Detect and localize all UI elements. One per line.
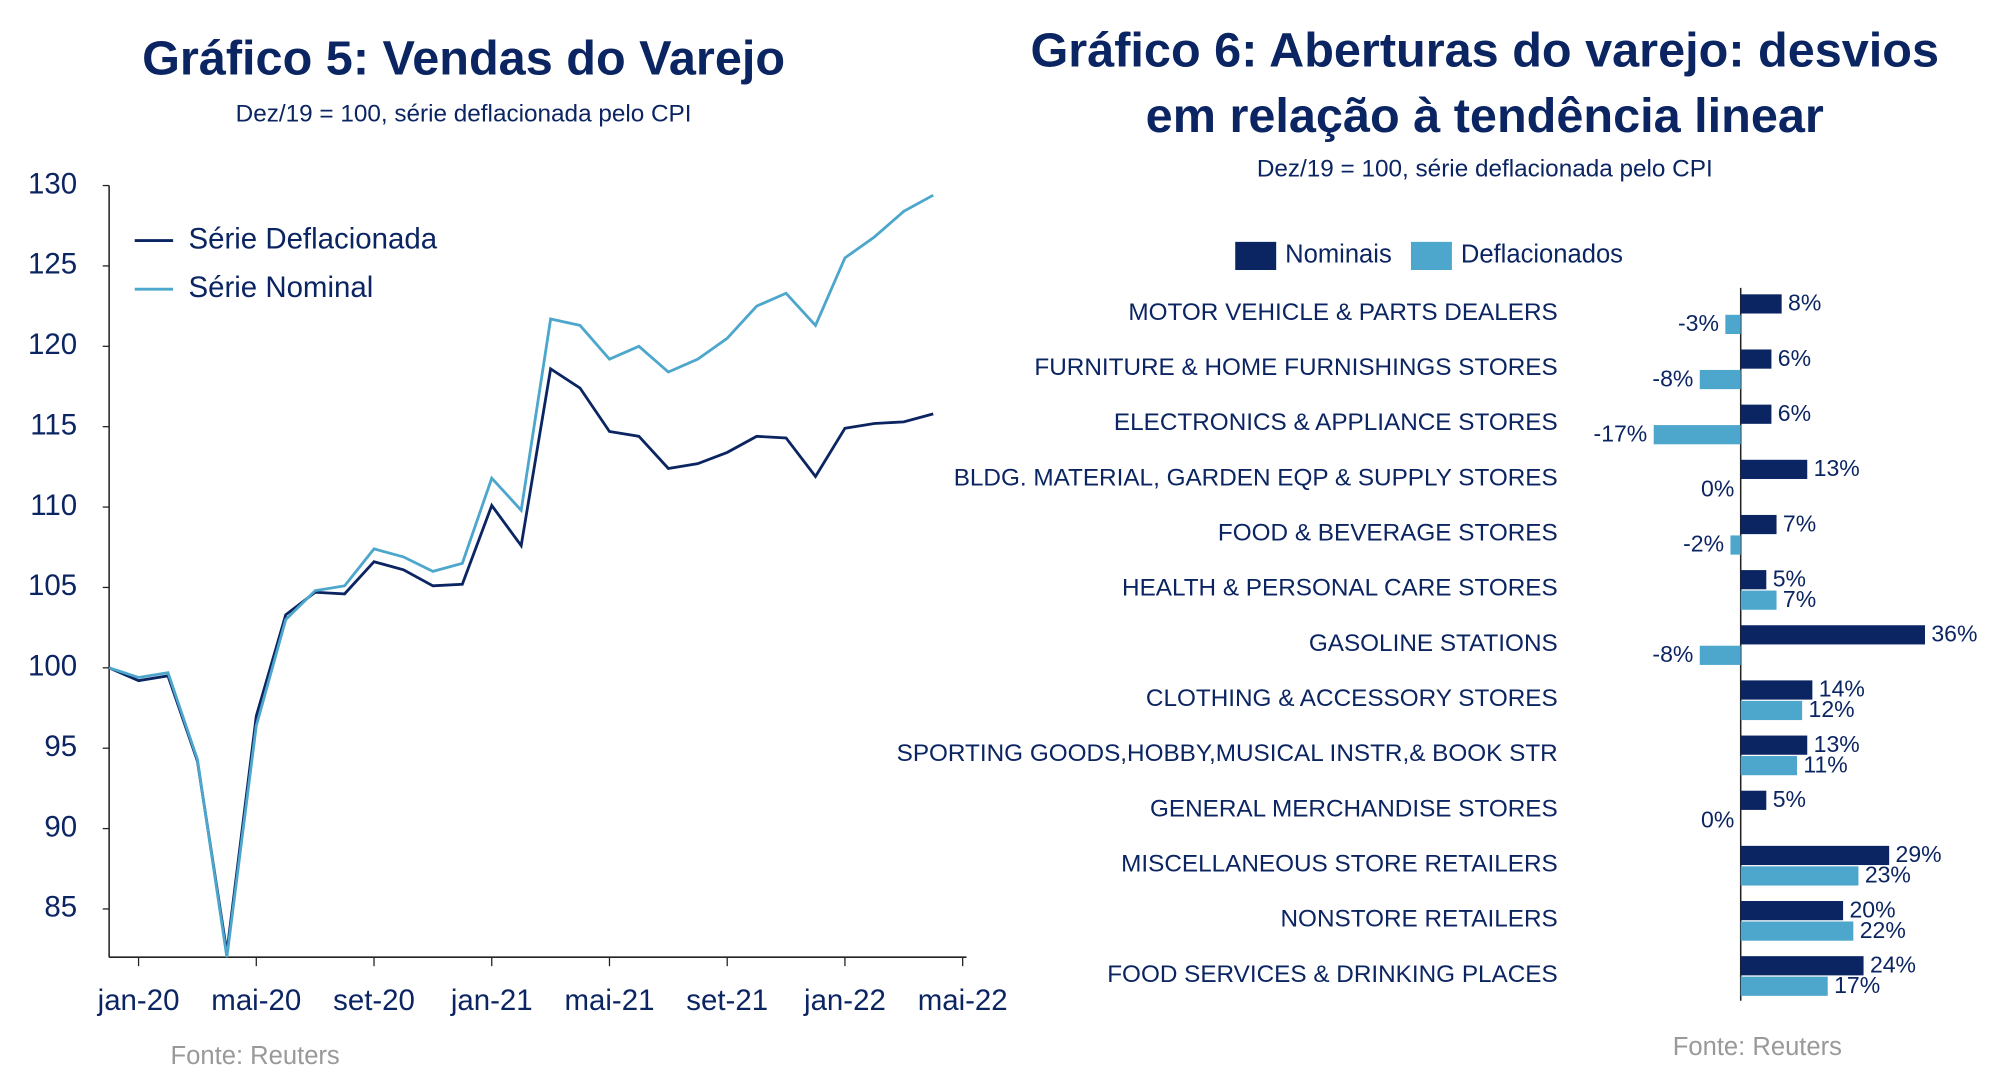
line-series xyxy=(108,193,934,958)
bar xyxy=(1740,590,1777,610)
category-label: FURNITURE & HOME FURNISHINGS STORES xyxy=(1034,354,1557,381)
category-label: SPORTING GOODS,HOBBY,MUSICAL INSTR,& BOO… xyxy=(897,740,1558,767)
category-label: BLDG. MATERIAL, GARDEN EQP & SUPPLY STOR… xyxy=(954,464,1558,491)
x-tick-label: set-21 xyxy=(686,984,768,1017)
value-label: 12% xyxy=(1809,696,1855,722)
value-label: 14% xyxy=(1819,676,1865,702)
bar xyxy=(1725,314,1741,334)
value-label: -8% xyxy=(1652,365,1693,391)
value-label: 6% xyxy=(1778,345,1811,371)
bar xyxy=(1740,570,1767,590)
y-tick-label: 120 xyxy=(28,328,77,361)
x-tick-label: jan-22 xyxy=(803,984,886,1017)
bar xyxy=(1730,535,1741,555)
y-tick-label: 110 xyxy=(30,489,77,522)
value-label: -2% xyxy=(1683,531,1724,557)
bar xyxy=(1653,425,1741,445)
value-label: -17% xyxy=(1594,420,1648,446)
bar xyxy=(1740,294,1782,314)
x-tick-label: jan-21 xyxy=(450,984,533,1017)
y-tick-label: 90 xyxy=(44,810,77,843)
y-tick-label: 95 xyxy=(44,730,77,763)
value-label: -3% xyxy=(1678,310,1719,336)
y-tick-label: 130 xyxy=(28,167,77,200)
bar xyxy=(1740,514,1777,535)
bar xyxy=(1740,680,1813,700)
chart-subtitle: Dez/19 = 100, série deflacionada pelo CP… xyxy=(1257,156,1713,183)
legend-swatch xyxy=(1410,241,1452,271)
y-tick-label: 105 xyxy=(28,569,77,602)
value-label: 20% xyxy=(1849,896,1895,922)
y-tick-label: 85 xyxy=(44,891,77,924)
bar xyxy=(1740,404,1772,424)
value-label: 11% xyxy=(1803,751,1847,777)
bar xyxy=(1699,369,1741,390)
bar xyxy=(1740,625,1925,645)
bar xyxy=(1740,976,1828,996)
category-label: HEALTH & PERSONAL CARE STORES xyxy=(1122,575,1558,602)
value-label: 5% xyxy=(1773,786,1806,812)
y-tick-label: 125 xyxy=(28,248,77,281)
chart-title: Gráfico 6: Aberturas do varejo: desvios xyxy=(1030,24,1939,78)
bar xyxy=(1699,645,1741,665)
value-label: 7% xyxy=(1783,510,1816,536)
value-label: 24% xyxy=(1870,951,1916,977)
legend-label: Série Deflacionada xyxy=(188,222,437,255)
chart-title: Gráfico 5: Vendas do Varejo xyxy=(142,31,785,85)
x-tick-label: jan-20 xyxy=(97,984,180,1017)
category-label: GENERAL MERCHANDISE STORES xyxy=(1150,795,1558,822)
legend-label: Série Nominal xyxy=(188,271,373,304)
category-label: GASOLINE STATIONS xyxy=(1309,630,1558,657)
bar xyxy=(1740,921,1854,941)
y-tick-label: 115 xyxy=(30,408,77,441)
y-tick-label: 100 xyxy=(28,650,77,683)
value-label: 0% xyxy=(1701,806,1734,832)
value-label: 29% xyxy=(1896,841,1942,867)
line-series xyxy=(108,366,934,953)
category-label: ELECTRONICS & APPLIANCE STORES xyxy=(1114,409,1558,436)
bar xyxy=(1740,459,1808,479)
bar xyxy=(1740,901,1844,921)
category-label: FOOD & BEVERAGE STORES xyxy=(1218,520,1558,547)
value-label: 17% xyxy=(1834,972,1880,998)
bar xyxy=(1740,735,1808,755)
legend-swatch xyxy=(1235,241,1277,271)
category-label: MISCELLANEOUS STORE RETAILERS xyxy=(1121,850,1558,877)
bar xyxy=(1740,756,1798,776)
value-label: 8% xyxy=(1788,290,1821,316)
chart-title: em relação à tendência linear xyxy=(1146,89,1824,143)
value-label: 23% xyxy=(1865,862,1911,888)
source: Fonte: Reuters xyxy=(171,1042,340,1070)
value-label: 13% xyxy=(1814,731,1860,757)
value-label: 5% xyxy=(1773,565,1806,591)
value-label: 13% xyxy=(1814,455,1860,481)
x-tick-label: mai-22 xyxy=(918,984,1008,1017)
x-tick-label: mai-20 xyxy=(211,984,301,1017)
legend-label: Deflacionados xyxy=(1461,241,1623,269)
source: Fonte: Reuters xyxy=(1673,1033,1842,1061)
value-label: 22% xyxy=(1860,917,1906,943)
value-label: 7% xyxy=(1783,586,1816,612)
category-label: MOTOR VEHICLE & PARTS DEALERS xyxy=(1128,299,1557,326)
category-label: NONSTORE RETAILERS xyxy=(1280,906,1557,933)
bar xyxy=(1740,866,1859,886)
chart-subtitle: Dez/19 = 100, série deflacionada pelo CP… xyxy=(236,101,692,128)
legend-label: Nominais xyxy=(1285,241,1392,269)
value-label: 36% xyxy=(1931,621,1977,647)
value-label: 6% xyxy=(1778,400,1811,426)
value-label: -8% xyxy=(1652,641,1693,667)
category-label: FOOD SERVICES & DRINKING PLACES xyxy=(1107,961,1558,988)
x-tick-label: set-20 xyxy=(333,984,415,1017)
x-tick-label: mai-21 xyxy=(565,984,655,1017)
bar xyxy=(1740,845,1890,866)
bar xyxy=(1740,956,1864,976)
bar xyxy=(1740,700,1803,721)
value-label: 0% xyxy=(1701,476,1734,502)
bar xyxy=(1740,349,1772,369)
bar xyxy=(1740,790,1767,810)
category-label: CLOTHING & ACCESSORY STORES xyxy=(1146,685,1558,712)
